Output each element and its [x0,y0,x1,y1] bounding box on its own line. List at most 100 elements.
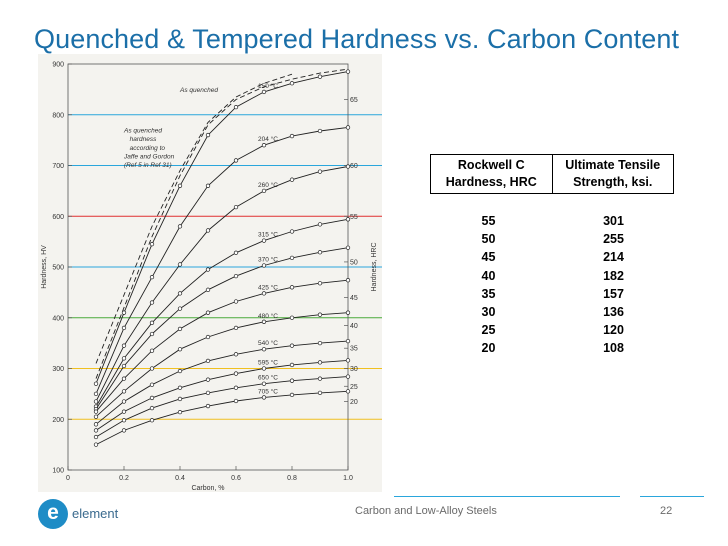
data-point [177,409,183,415]
data-point [121,310,127,315]
table-row: 25 120 [430,321,672,339]
series-label: 425 °C [258,283,278,291]
x-tick-label: 0.4 [175,475,185,482]
series-label: 204 °C [258,135,278,143]
hrc-tick-label: 40 [350,323,358,330]
hrc-tick-label: 35 [350,346,358,353]
y-tick-label: 300 [52,366,64,373]
hrc-tick-label: 60 [350,163,358,170]
data-point [93,391,99,397]
series-label: 260 °C [258,181,278,189]
data-point [261,319,267,324]
brand-name: element [72,506,119,521]
data-point [205,287,211,292]
series-line [95,71,349,384]
series-line [95,247,349,410]
series-line [95,340,349,425]
uts-cell: 136 [603,304,624,319]
data-point [261,381,267,386]
data-point [233,371,239,376]
series-line [95,126,349,395]
hrc-cell: 30 [481,304,496,319]
data-point [121,343,127,348]
data-point [345,338,351,344]
data-point [121,356,127,361]
data-point [233,104,239,110]
hrc-tick-label: 25 [350,384,358,391]
data-point [121,389,127,394]
y-tick-label: 700 [52,163,64,170]
y-tick-label: 500 [52,265,64,272]
series-line [95,68,349,379]
data-point [317,281,323,286]
x-tick-label: 0.6 [231,475,241,482]
data-point [317,312,323,317]
data-point [261,238,267,243]
chart-annotation: As quenched [179,87,218,94]
hrc-cell: 25 [481,323,496,338]
data-point [149,366,155,371]
data-point [261,395,267,400]
y-tick-label: 600 [52,214,64,221]
series-label: 540 °C [258,339,278,347]
data-point [289,362,295,368]
data-point [149,418,155,423]
data-point [205,132,211,138]
data-point [121,399,127,404]
uts-header: Ultimate Tensile Strength, ksi. [551,155,674,193]
x-tick-label: 0.8 [287,475,297,482]
data-point [121,418,127,423]
data-point [289,343,295,348]
conversion-table-body: 55 301 50 255 45 214 40 182 35 157 30 136 25 120 20 108 [430,212,672,358]
y-tick-label: 100 [52,468,64,475]
series-line [95,390,349,446]
data-point [233,299,239,304]
hrc-tick-label: 20 [350,399,358,406]
data-point [345,164,351,169]
chart-annotation: hardness [130,136,157,143]
data-point [261,263,267,268]
data-point [121,428,127,433]
data-point [289,229,295,234]
series-line [95,218,349,407]
series-line [95,312,349,418]
data-point [289,255,295,261]
data-point [177,396,183,402]
data-point [149,405,155,411]
data-point [233,158,239,163]
data-point [345,310,351,315]
x-tick-label: 0 [66,475,70,482]
series-label: 315 °C [258,231,278,239]
hrc-cell: 50 [481,232,496,247]
series-label: 650 °C [258,374,278,382]
hrc-tick-label: 30 [350,366,358,373]
data-point [233,325,239,331]
series-line [95,376,349,438]
data-point [93,409,99,414]
data-point [93,399,99,404]
series-line [95,73,293,364]
data-point [261,366,267,371]
series-line [95,359,349,431]
data-point [345,69,351,74]
data-point [317,250,323,255]
data-point [149,382,155,387]
y-tick-label: 800 [52,112,64,119]
data-point [345,374,351,379]
chart-annotation: As quenched [123,128,162,135]
data-point [289,81,295,86]
data-point [317,74,323,79]
data-point [317,128,323,134]
data-point [177,262,183,267]
data-point [261,291,267,296]
data-point [289,133,295,139]
data-point [233,250,239,255]
data-point [289,315,295,320]
data-point [345,278,351,283]
chart-annotation: Jaffe and Gordon [123,153,175,160]
conversion-table-header: Rockwell C Hardness, HRC Ultimate Tensil… [430,154,674,194]
data-point [317,376,323,381]
data-point [149,348,155,353]
data-point [345,358,351,363]
data-point [205,267,211,272]
